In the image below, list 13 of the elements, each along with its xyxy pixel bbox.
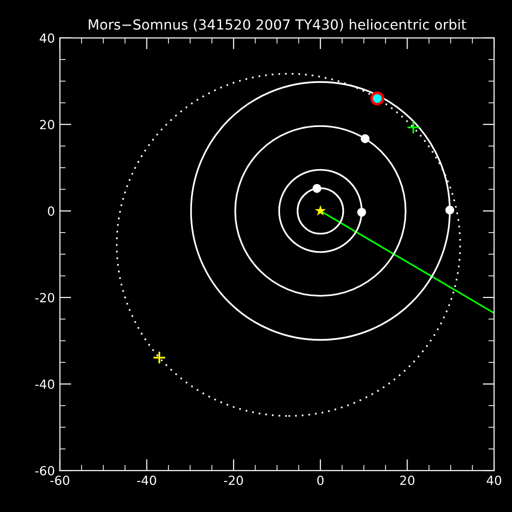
x-tick-label: -60 (50, 476, 70, 486)
y-tick-label: 20 (40, 120, 54, 130)
y-tick-label: 0 (48, 206, 54, 216)
x-tick-label: 20 (400, 476, 414, 486)
x-tick-label: -40 (137, 476, 156, 486)
x-tick-label: -20 (224, 476, 243, 486)
y-tick-label: -60 (35, 466, 54, 476)
chart-title: Mors−Somnus (341520 2007 TY430) heliocentric orbit (88, 19, 466, 32)
y-tick-label: -40 (35, 379, 54, 389)
x-tick-label: 40 (486, 476, 502, 486)
y-tick-label: -20 (35, 292, 54, 302)
y-tick-label: 40 (40, 33, 54, 43)
x-tick-label: 0 (317, 476, 324, 486)
